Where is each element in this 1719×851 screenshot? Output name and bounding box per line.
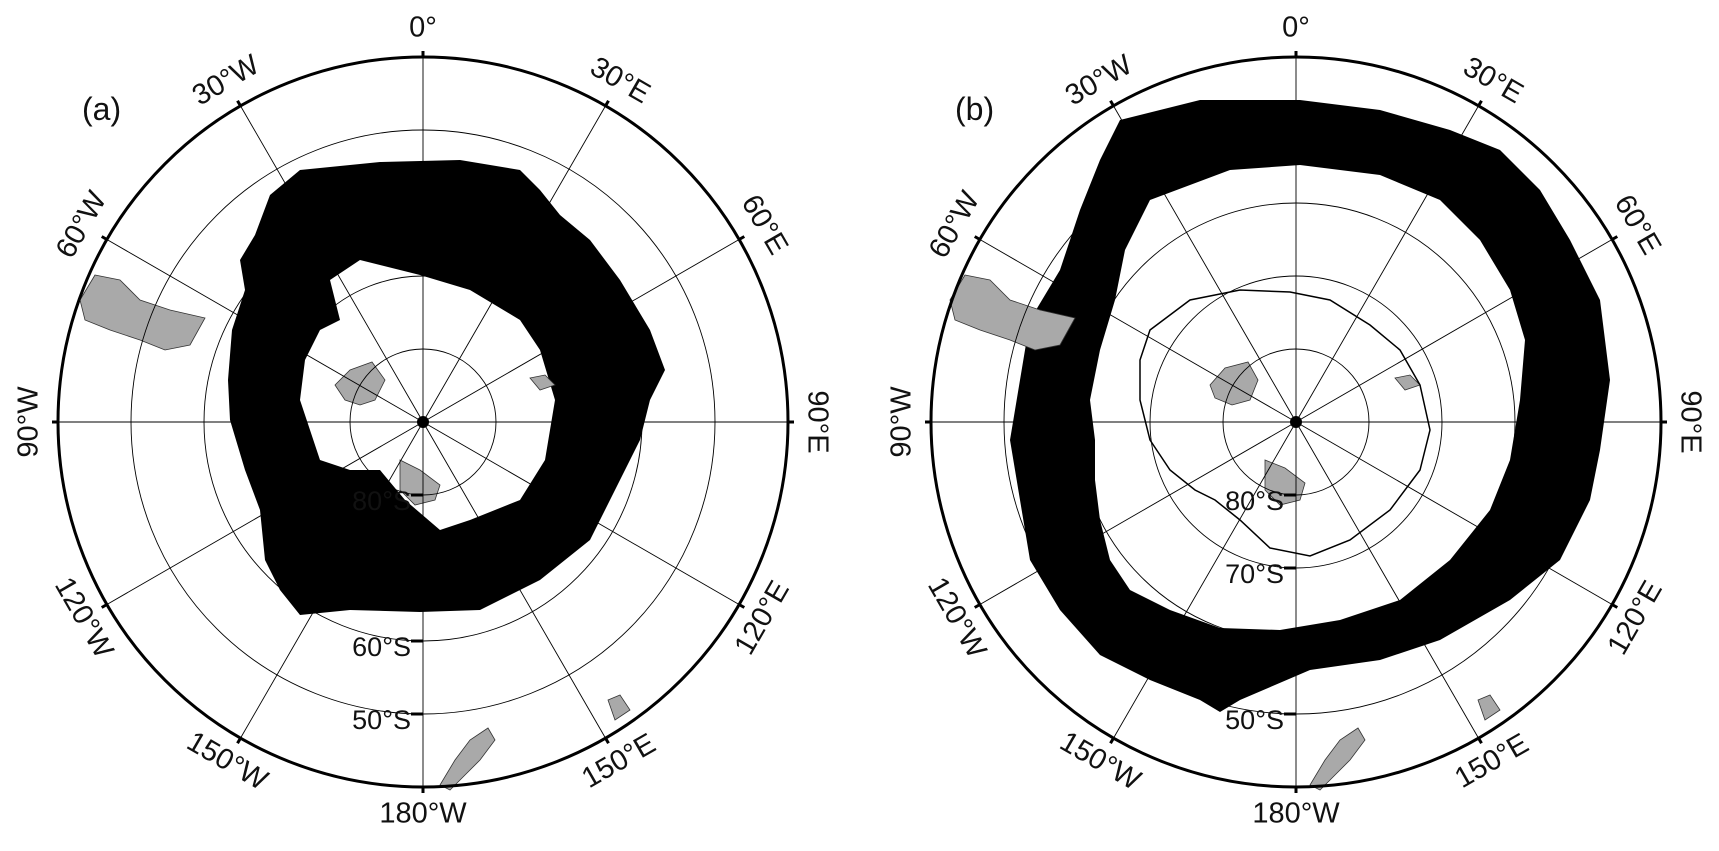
panel-b-lon-label-60w: 60°W: [923, 185, 987, 263]
panel-b-lat-label-50s: 50°S: [1225, 705, 1284, 735]
panel-a-lon-label-180: 180°W: [379, 798, 467, 830]
panel-b-black-band: [1010, 100, 1610, 712]
panel-b-meridian: [1295, 105, 1479, 423]
panel-b-meridian: [1113, 421, 1297, 739]
panel-a-land-peninsula: [334, 361, 386, 406]
panel-a-lon-label-120w: 120°W: [48, 572, 120, 664]
panel-b-lon-label-150e: 150°E: [1449, 727, 1534, 794]
panel-b-land-tasmania: [1477, 694, 1501, 721]
panel-b-lon-label-120w: 120°W: [921, 572, 993, 664]
panel-a-label: (a): [82, 91, 121, 127]
panel-a-meridian: [240, 105, 424, 423]
panel-a-meridian: [422, 105, 606, 423]
panel-a-meridian: [422, 421, 606, 739]
panel-a-black-band: [228, 160, 665, 615]
panel-b-outer-boundary: [929, 55, 1663, 789]
panel-b-lon-label-30w: 30°W: [1060, 49, 1138, 113]
panel-b-label: (b): [955, 91, 994, 127]
panel-b-meridian: [1113, 105, 1297, 423]
panel-a-land-tasmania: [607, 694, 631, 721]
panel-b-map: [949, 100, 1610, 791]
panel-a-meridian: [106, 239, 424, 423]
panel-b-meridian: [1295, 421, 1613, 605]
panel-a-outer-boundary: [56, 55, 790, 789]
panel-b-lat-label-80s: 80°S: [1225, 486, 1284, 516]
panel-a-meridian: [422, 239, 740, 423]
panel-a-land-south-america: [79, 274, 206, 351]
panel-a-lon-label-30w: 30°W: [187, 49, 265, 113]
panel-b-lon-label-150w: 150°W: [1054, 725, 1146, 797]
panel-a-lat-label-80s: 80°S: [352, 486, 411, 516]
panel-a-meridian: [240, 421, 424, 739]
panel-a-meridian: [422, 421, 740, 605]
panel-b-lon-label-120e: 120°E: [1601, 575, 1668, 660]
panel-a-lat-label-50s: 50°S: [352, 705, 411, 735]
panel-a-graticule: [52, 51, 794, 793]
panel-b-pole-dot: [1290, 416, 1302, 428]
panel-b-antarctic-coastline: [1139, 289, 1431, 557]
panel-b-meridian: [979, 239, 1297, 423]
panel-a-lon-label-60w: 60°W: [50, 185, 114, 263]
panel-b-meridian: [1295, 421, 1479, 739]
panel-b-graticule: [925, 51, 1667, 793]
panel-a-lon-label-150e: 150°E: [576, 727, 661, 794]
panel-a-lon-label-0: 0°: [409, 12, 437, 44]
panel-b-lon-label-180: 180°W: [1252, 798, 1340, 830]
panel-a-land-east: [529, 374, 556, 391]
panel-a-lon-label-90e: 90°E: [801, 390, 833, 453]
panel-a-pole-dot: [417, 416, 429, 428]
panel-a-lon-label-120e: 120°E: [728, 575, 795, 660]
panel-b-land-south-america: [949, 274, 1076, 351]
panel-b-meridian: [1295, 239, 1613, 423]
panel-a-lat-label-60s: 60°S: [352, 632, 411, 662]
panel-a-lon-label-90w: 90°W: [13, 386, 45, 458]
panel-b-meridian: [979, 421, 1297, 605]
panel-b-lon-label-90e: 90°E: [1674, 390, 1706, 453]
panel-b-lat-label-70s: 70°S: [1225, 559, 1284, 589]
panel-a-lon-label-150w: 150°W: [181, 725, 273, 797]
panel-b-lon-label-0: 0°: [1282, 12, 1310, 44]
panel-a-meridian: [106, 421, 424, 605]
panel-b-lon-label-90w: 90°W: [886, 386, 918, 458]
